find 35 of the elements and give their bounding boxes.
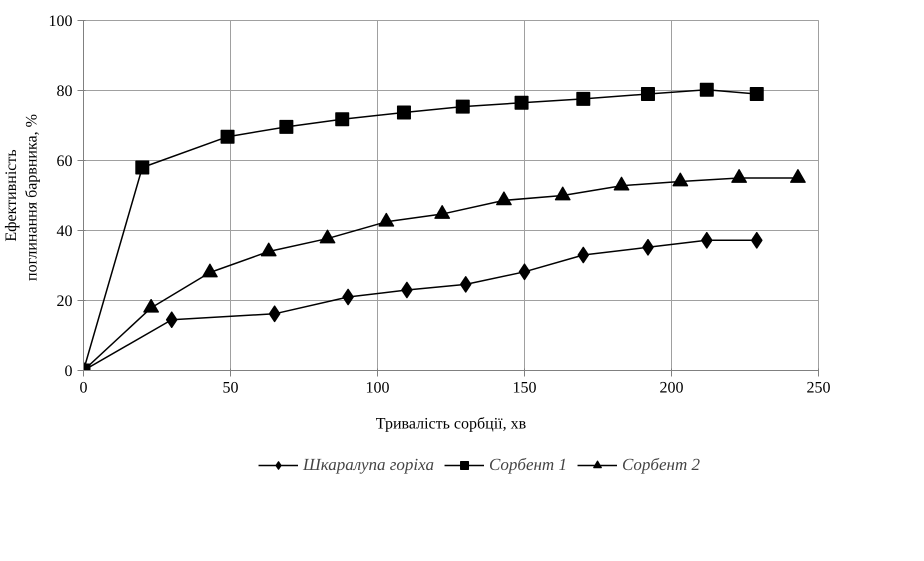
point <box>456 100 470 114</box>
point <box>401 282 413 298</box>
x-tick-label: 200 <box>660 380 684 396</box>
point <box>279 120 294 134</box>
y-tick-label: 80 <box>56 83 72 100</box>
point <box>460 276 472 293</box>
y-axis-title: Ефективність поглинання барвника, % <box>3 114 40 281</box>
legend-label: Шкаралупа горіха <box>303 455 434 475</box>
legend-label: Сорбент 1 <box>488 455 567 475</box>
x-tick-label: 0 <box>80 380 88 396</box>
x-tick-label: 250 <box>806 380 830 396</box>
y-tick-label: 60 <box>56 153 72 170</box>
x-axis-title: Тривалість сорбції, хв <box>376 416 527 432</box>
x-tick-label: 100 <box>366 380 390 396</box>
point <box>342 288 354 306</box>
legend-label: Сорбент 2 <box>622 455 700 475</box>
x-tick-label: 50 <box>222 380 238 396</box>
point <box>135 160 150 174</box>
point <box>700 232 713 249</box>
y-tick-label: 40 <box>56 223 72 240</box>
point <box>750 87 764 101</box>
y-tick-label: 100 <box>48 13 72 30</box>
point <box>396 106 411 120</box>
y-tick-label: 0 <box>64 363 72 380</box>
point <box>700 82 714 97</box>
point <box>514 96 529 110</box>
point <box>335 112 350 126</box>
point <box>577 246 590 264</box>
point <box>750 232 763 249</box>
point <box>166 311 178 328</box>
point <box>576 92 590 106</box>
x-tick-label: 150 <box>512 380 536 396</box>
y-tick-label: 20 <box>56 293 72 310</box>
point <box>220 130 235 144</box>
point <box>640 87 655 101</box>
